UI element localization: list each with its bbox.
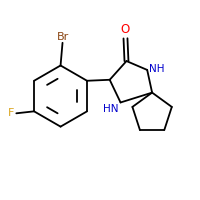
Text: O: O: [121, 23, 130, 36]
Text: F: F: [8, 108, 14, 118]
Text: HN: HN: [103, 104, 118, 114]
Text: Br: Br: [56, 32, 69, 42]
Text: NH: NH: [149, 64, 164, 74]
